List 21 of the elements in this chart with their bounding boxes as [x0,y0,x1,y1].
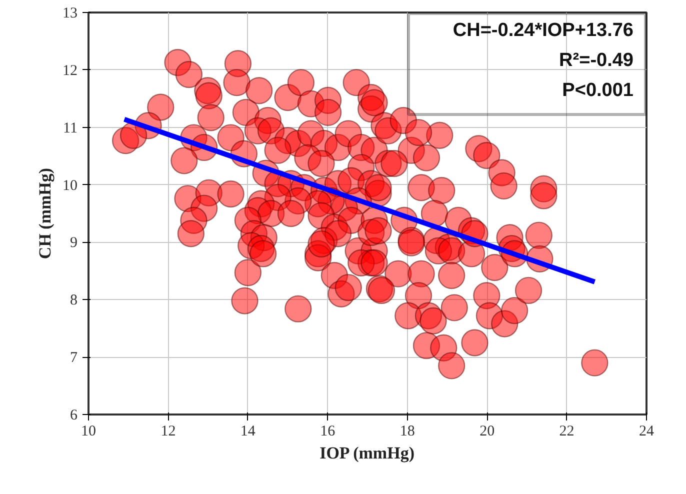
x-tick-label: 12 [160,424,176,440]
y-tick-label: 12 [62,62,78,79]
x-axis-title: IOP (mmHg) [320,444,414,462]
x-tick-label: 22 [559,424,574,440]
y-axis-title: CH (mmHg) [36,168,54,260]
annotation: CH=-0.24*IOP+13.76 [452,20,634,41]
y-tick-label: 7 [70,350,78,366]
y-tick-label: 10 [62,178,78,194]
x-tick-label: 18 [400,424,415,440]
y-tick-label: 11 [63,120,78,136]
annotation: P<0.001 [562,80,634,101]
x-tick-label: 14 [240,424,256,440]
x-tick-label: 10 [81,424,96,440]
x-tick-label: 24 [639,424,654,440]
x-tick-label: 20 [480,424,495,440]
y-tick-label: 9 [70,235,78,252]
y-tick-label: 13 [62,6,78,22]
annotation: R²=-0.49 [559,50,634,71]
x-tick-label: 16 [320,424,336,440]
y-tick-label: 8 [70,292,78,309]
y-tick-label: 6 [70,408,78,424]
